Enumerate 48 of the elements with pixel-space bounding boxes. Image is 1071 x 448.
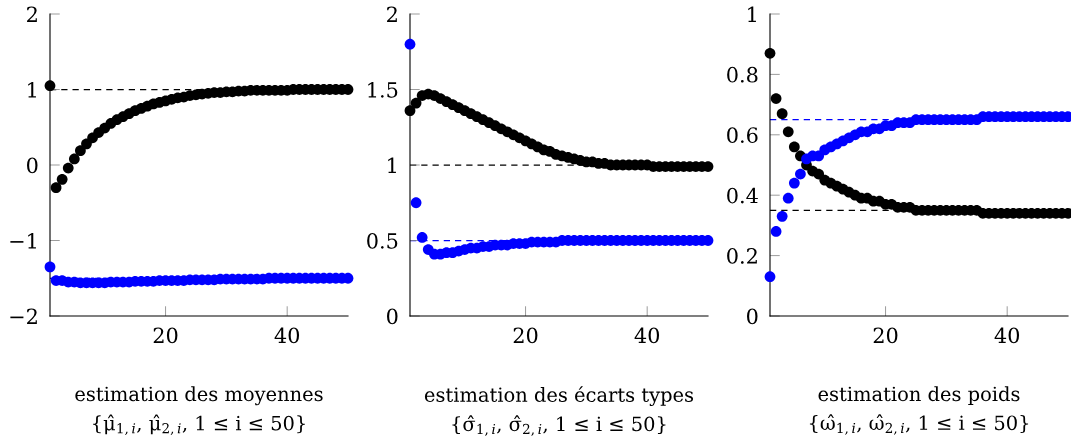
point [770,226,782,237]
point [782,192,794,204]
y-tick-label: −2 [10,308,37,324]
y-tick-label: 1.5 [368,81,398,98]
point [62,162,74,174]
point [50,182,62,194]
point [776,210,788,222]
y-tick-label: 0.6 [727,127,758,144]
point [764,271,776,283]
x-tick-label: 40 [634,327,660,344]
y-tick-label: 0.8 [727,66,758,83]
y-tick-label: 0 [747,308,758,325]
point [44,261,56,273]
point [795,168,806,180]
point [782,126,794,138]
y-tick-label: 1 [28,81,36,98]
y-tick-label: −1 [10,232,36,249]
point [788,177,800,189]
point [56,173,68,185]
y-tick-label: 0 [27,157,38,174]
x-tick-label: 20 [153,327,178,344]
point [410,197,422,209]
point [44,80,56,92]
point [404,105,416,117]
y-tick-label: 0.4 [727,187,758,204]
y-tick-label: 1 [388,157,396,173]
y-tick-label: 1 [748,6,756,22]
point [788,141,800,153]
x-tick-label: 20 [873,327,898,344]
point [404,38,416,50]
x-tick-label: 40 [994,327,1020,344]
point [410,97,422,109]
x-axis-title: estimation des moyennes {μ̂$_{1,i}$, μ̂$_{2,i}$, 1 ≤ i ≤ 50} [75,386,323,436]
point [770,93,782,104]
y-tick-label: 0.2 [727,248,757,264]
x-axis-title: estimation des poids {ω̂$_{1,i}$, ω̂$_{2,i}$, 1 ≤ i ≤ 50} [809,386,1029,435]
point [416,232,428,243]
y-tick-label: 2 [27,6,37,22]
y-tick-label: 0.5 [367,232,398,249]
x-tick-label: 20 [513,327,538,344]
point [68,153,80,165]
y-tick-label: 0 [387,308,398,325]
point [764,47,776,59]
point [75,145,86,157]
x-axis-title: estimation des écarts types {σ̂$_{1,i}$, σ̂$_{2,i}$, 1 ≤ i ≤ 50} [424,386,694,436]
x-tick-label: 40 [274,327,300,344]
y-tick-label: 2 [387,6,397,22]
point [776,108,788,120]
